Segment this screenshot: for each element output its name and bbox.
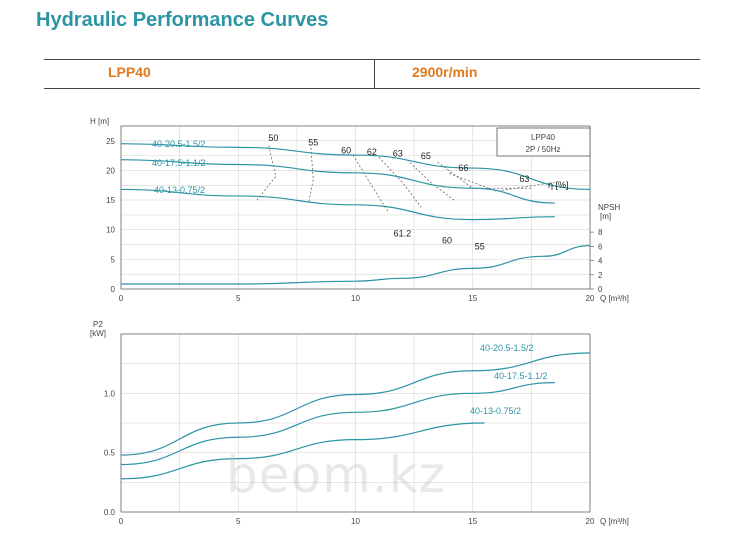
head-curve-label: 40-20.5-1.5/2 (152, 139, 206, 149)
power-curve-label: 40-17.5-1.1/2 (494, 371, 548, 381)
y-axis-label: H [m] (90, 117, 109, 126)
x-tick-label: 15 (468, 294, 477, 303)
npsh-tick-label: 4 (598, 257, 603, 266)
efficiency-value: 63 (393, 148, 403, 158)
y-tick-label: 15 (106, 196, 115, 205)
power-curve-line (120, 422, 485, 480)
efficiency-contour (352, 154, 389, 213)
y-tick-label: 10 (106, 226, 115, 235)
x-tick-label: 5 (236, 517, 241, 526)
x-tick-label: 10 (351, 294, 360, 303)
power-curve-line (120, 352, 591, 456)
efficiency-value: 63 (519, 174, 529, 184)
npsh-tick-label: 8 (598, 228, 603, 237)
head-curve-line (120, 143, 591, 191)
npsh-axis-unit: [m] (600, 212, 611, 221)
efficiency-contour (308, 147, 314, 204)
plot-frame (120, 333, 591, 513)
head-curve-line (120, 159, 555, 204)
x-tick-label: 20 (586, 517, 595, 526)
npsh-tick-label: 6 (598, 242, 603, 251)
power-curve-label: 40-13-0.75/2 (470, 406, 521, 416)
efficiency-value: 60 (442, 235, 452, 245)
legend-box (496, 127, 591, 157)
x-tick-label: 0 (119, 294, 124, 303)
legend-model: LPP40 (531, 133, 556, 142)
page-title: Hydraulic Performance Curves (36, 9, 329, 31)
y-tick-label: 5 (111, 255, 116, 264)
efficiency-value: 60 (341, 145, 351, 155)
y-tick-label: 1.0 (104, 389, 116, 398)
efficiency-contour (378, 157, 422, 208)
x-axis-label: Q [m³/h] (600, 517, 629, 526)
y-axis-label: P2 (93, 320, 103, 329)
x-tick-label: 10 (351, 517, 360, 526)
efficiency-value: 65 (421, 151, 431, 161)
x-tick-label: 5 (236, 294, 241, 303)
efficiency-contour (256, 145, 277, 201)
y-tick-label: 0.0 (104, 508, 116, 517)
legend-freq: 2P / 50Hz (526, 145, 561, 154)
speed-label: 2900r/min (412, 64, 478, 80)
x-tick-label: 0 (119, 517, 124, 526)
y-tick-label: 25 (106, 137, 115, 146)
power-curve-label: 40-20.5-1.5/2 (480, 343, 534, 353)
efficiency-contour (437, 161, 532, 189)
header-band (44, 59, 700, 89)
head-curve-line (120, 188, 555, 221)
efficiency-contour (406, 159, 455, 201)
y-axis-unit: [kW] (90, 329, 106, 338)
x-tick-label: 20 (586, 294, 595, 303)
npsh-tick-label: 2 (598, 271, 603, 280)
y-tick-label: 0 (111, 285, 116, 294)
efficiency-contour (449, 173, 555, 192)
plot-frame (120, 125, 591, 290)
efficiency-value: 50 (268, 133, 278, 143)
efficiency-value: 55 (308, 138, 318, 148)
x-tick-label: 15 (468, 517, 477, 526)
head-curve-label: 40-17.5-1.1/2 (152, 158, 206, 168)
npsh-axis-label: NPSH (598, 203, 620, 212)
x-axis-label: Q [m³/h] (600, 294, 629, 303)
efficiency-unit-label: η [%] (548, 180, 569, 190)
y-tick-label: 0.5 (104, 449, 116, 458)
power-curve-line (120, 382, 555, 466)
y-tick-label: 20 (106, 166, 115, 175)
header-divider (374, 59, 375, 89)
head-curve-label: 40-13-0.75/2 (154, 185, 205, 195)
watermark: beom.kz (226, 446, 446, 504)
model-label: LPP40 (108, 64, 151, 80)
npsh-curve-line (120, 245, 591, 285)
efficiency-value: 66 (458, 163, 468, 173)
npsh-tick-label: 0 (598, 285, 603, 294)
efficiency-value: 55 (475, 241, 485, 251)
efficiency-value: 61.2 (394, 228, 412, 238)
efficiency-value: 62 (367, 147, 377, 157)
